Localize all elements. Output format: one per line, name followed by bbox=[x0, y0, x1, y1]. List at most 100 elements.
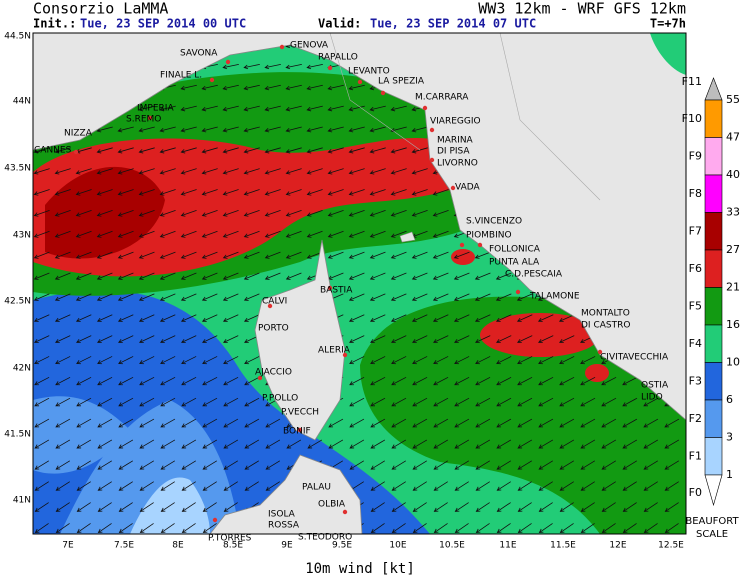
wind-arrow bbox=[181, 418, 197, 428]
wind-arrow bbox=[159, 230, 176, 238]
wind-arrow bbox=[76, 523, 91, 534]
wind-arrow bbox=[475, 502, 490, 512]
city-dot bbox=[327, 65, 333, 71]
wind-arrow bbox=[559, 418, 575, 428]
wind-arrow bbox=[96, 251, 113, 259]
wind-arrow bbox=[601, 439, 617, 449]
city-dot bbox=[477, 242, 483, 248]
wind-arrow bbox=[243, 251, 260, 259]
wind-arrow bbox=[138, 105, 155, 112]
wind-arrow bbox=[138, 230, 155, 238]
wind-arrow bbox=[159, 293, 176, 301]
wind-arrow bbox=[432, 293, 449, 301]
wind-arrow bbox=[580, 376, 596, 386]
wind-arrow bbox=[327, 126, 344, 133]
wind-arrow bbox=[306, 210, 323, 217]
wind-arrow bbox=[55, 502, 70, 512]
wind-arrow bbox=[622, 460, 638, 470]
beaufort-label: F0 bbox=[689, 486, 702, 499]
wind-arrow bbox=[538, 376, 554, 386]
wind-arrow bbox=[243, 210, 260, 217]
wind-arrow bbox=[559, 397, 575, 407]
wind-arrow bbox=[433, 397, 449, 407]
wind-arrow bbox=[54, 189, 71, 196]
wind-arrow bbox=[327, 251, 344, 259]
wind-arrow bbox=[453, 314, 470, 322]
city-dot bbox=[459, 242, 465, 248]
wind-arrow bbox=[411, 314, 428, 322]
wind-arrow bbox=[495, 314, 512, 322]
beaufort-label: F3 bbox=[689, 374, 702, 387]
wind-arrow bbox=[327, 168, 344, 175]
wind-arrow bbox=[138, 314, 155, 322]
wind-arrow bbox=[201, 147, 218, 154]
wind-arrow bbox=[285, 147, 302, 154]
wind-arrow bbox=[180, 210, 197, 217]
wind-arrow bbox=[664, 418, 680, 428]
lat-label: 41N bbox=[13, 496, 31, 506]
wind-arrow bbox=[496, 397, 512, 407]
colorbar: 55 47 40 33 27 21 16 10 6 3 1 F11 F10 F9 F8 F7 F6 F5 F4 F3 F… bbox=[682, 75, 740, 540]
wind-arrow bbox=[76, 356, 92, 365]
valid-time: Tue, 23 SEP 2014 07 UTC bbox=[370, 17, 536, 31]
wind-arrow bbox=[264, 105, 281, 112]
wind-arrow bbox=[432, 189, 449, 196]
wind-arrow bbox=[517, 523, 532, 534]
wind-arrow bbox=[559, 356, 575, 365]
wind-arrow bbox=[391, 418, 407, 428]
wind-arrow bbox=[33, 293, 50, 301]
wind-arrow bbox=[391, 356, 407, 365]
wind-arrow bbox=[432, 210, 449, 217]
wind-arrow bbox=[411, 210, 428, 217]
city-label: BONIF bbox=[283, 427, 311, 437]
wind-arrow bbox=[412, 502, 427, 512]
wind-arrow bbox=[580, 460, 596, 470]
wind-arrow bbox=[33, 251, 50, 259]
city-label: ROSSA bbox=[268, 521, 300, 531]
wind-arrow bbox=[202, 502, 217, 512]
city-label: MONTALTO bbox=[581, 309, 630, 319]
wind-arrow bbox=[160, 356, 176, 365]
field-green-corner bbox=[650, 33, 686, 75]
wind-arrow bbox=[433, 439, 449, 449]
wind-arrow bbox=[285, 63, 302, 70]
lat-label: 44N bbox=[13, 97, 31, 107]
colorbar-over bbox=[704, 77, 723, 101]
wind-arrow bbox=[474, 272, 491, 280]
wind-arrow bbox=[412, 481, 427, 491]
wind-arrow bbox=[138, 168, 155, 175]
wind-arrow bbox=[222, 210, 239, 217]
wind-arrow bbox=[412, 376, 428, 386]
wind-arrow bbox=[243, 105, 260, 112]
wind-arrow bbox=[411, 168, 428, 175]
axis-labels: 44.5N 44N 43.5N 43N 42.5N 42N 41.5N 41N 7E 7.5E 8E… bbox=[4, 32, 684, 551]
wind-arrow bbox=[306, 230, 323, 238]
wind-arrow bbox=[601, 481, 616, 491]
wind-arrow bbox=[264, 251, 281, 259]
wind-arrow bbox=[306, 63, 323, 70]
axis-label: 10m wind [kt] bbox=[305, 561, 415, 577]
wind-arrow bbox=[97, 356, 113, 365]
wind-arrow bbox=[159, 272, 176, 280]
wind-arrow bbox=[580, 481, 595, 491]
wind-arrow bbox=[580, 356, 596, 365]
wind-arrow bbox=[391, 397, 407, 407]
wind-arrow bbox=[601, 397, 617, 407]
wind-arrow bbox=[118, 460, 134, 470]
wind-arrow bbox=[264, 230, 281, 238]
field-red bbox=[451, 249, 475, 265]
wind-arrow bbox=[223, 418, 239, 428]
wind-arrow bbox=[201, 84, 218, 91]
wind-arrow bbox=[580, 418, 596, 428]
wind-arrow bbox=[517, 439, 533, 449]
wind-arrow bbox=[580, 523, 595, 534]
wind-arrow bbox=[222, 63, 239, 70]
wind-arrow bbox=[180, 251, 197, 259]
wind-arrow bbox=[97, 439, 113, 449]
wind-arrow bbox=[76, 397, 92, 407]
wind-arrow bbox=[97, 376, 113, 386]
wind-arrow bbox=[328, 439, 344, 449]
wind-arrow bbox=[139, 356, 155, 365]
wind-arrow bbox=[160, 376, 176, 386]
wind-arrow bbox=[138, 251, 155, 259]
